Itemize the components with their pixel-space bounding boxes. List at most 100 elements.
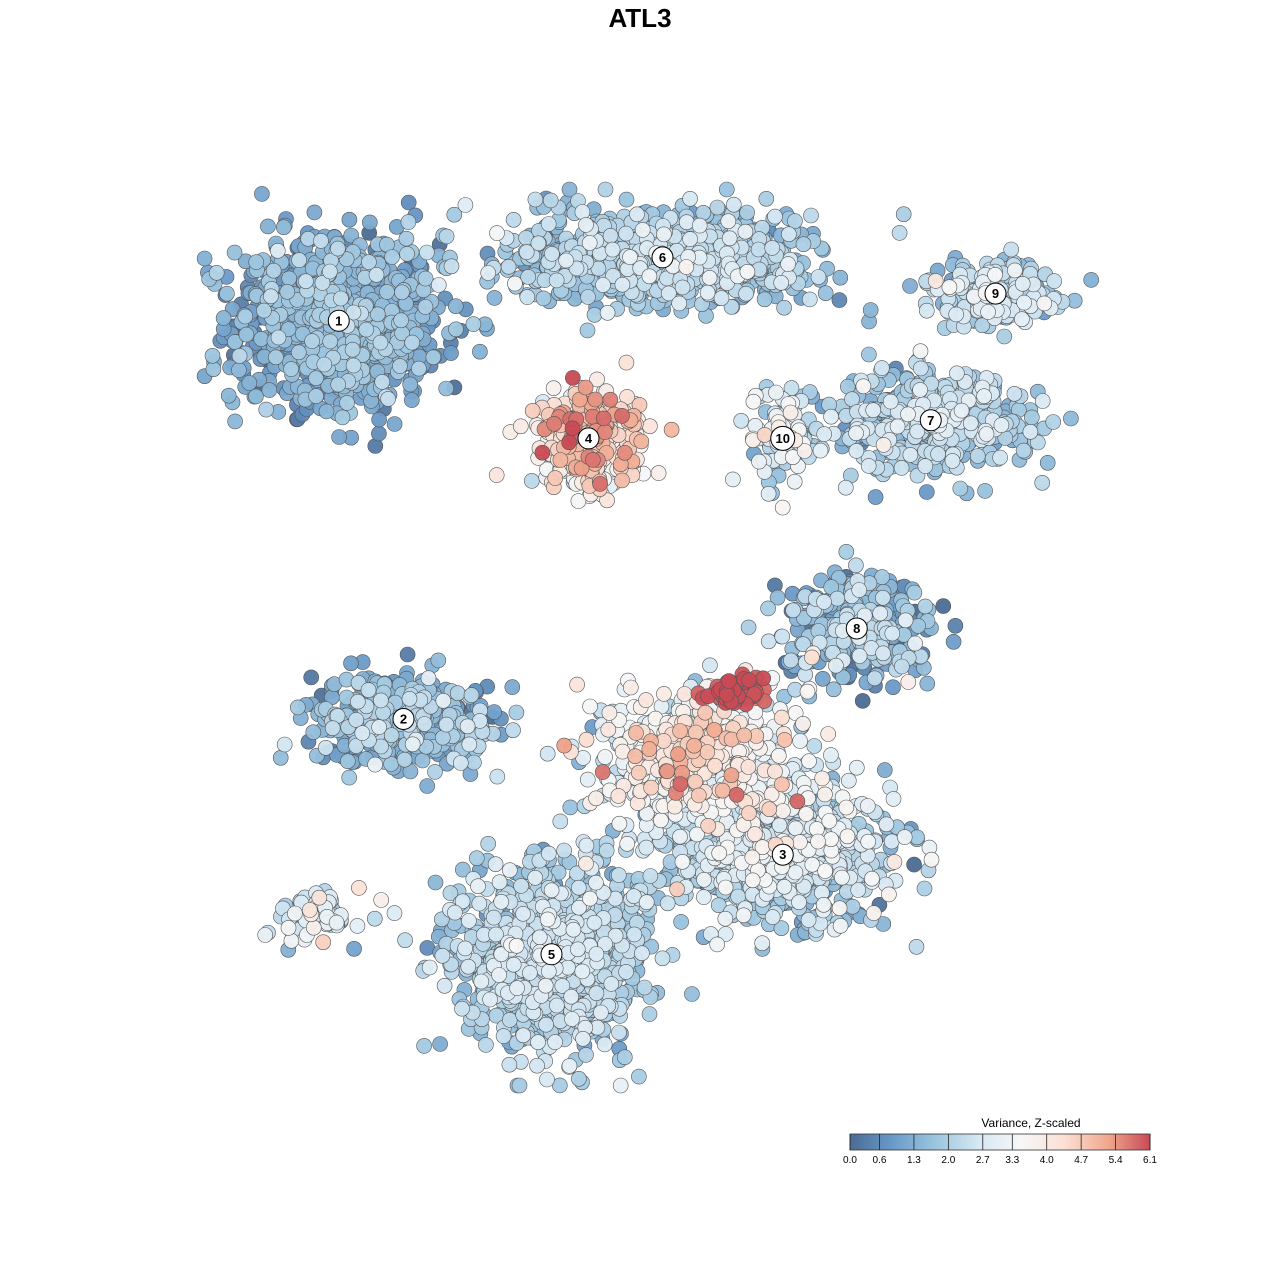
data-point [783,652,799,669]
data-point [579,322,596,339]
data-point [438,380,455,397]
data-point [318,403,335,420]
data-point [917,598,934,615]
data-point [396,751,413,768]
data-point [867,489,884,505]
data-point [829,590,846,607]
data-point [523,473,540,489]
data-point [838,543,855,560]
data-point [227,413,243,430]
data-point [261,382,278,398]
data-point [597,181,614,198]
data-point [366,910,383,927]
data-point [208,264,225,281]
data-point [1039,454,1056,471]
data-point [906,856,922,873]
data-point [1083,272,1099,288]
data-point [895,206,912,222]
data-point [219,285,235,302]
data-point [393,312,409,329]
data-point [414,752,431,769]
data-point [392,358,408,374]
data-point [374,374,391,390]
data-point [520,269,537,285]
data-point [578,1047,594,1063]
data-point [417,270,434,287]
data-point [427,874,444,891]
data-point [331,429,347,445]
data-point [447,298,464,315]
data-point [404,334,421,351]
data-point [468,850,485,867]
data-point [443,345,459,361]
data-point [758,191,775,207]
data-point [631,1068,647,1085]
data-point [825,681,842,698]
data-point [463,687,480,703]
data-point [346,940,362,957]
data-point [709,199,726,216]
data-point [466,754,482,771]
data-point [256,302,272,319]
data-point [333,290,349,307]
data-point [398,230,415,247]
data-point [848,557,864,574]
data-point [372,334,389,351]
data-point [785,602,801,619]
data-point [226,244,243,261]
data-point [308,388,324,404]
data-point [430,652,447,669]
data-point [334,409,351,426]
data-point [586,306,603,323]
data-point [344,341,361,358]
data-point [945,633,962,650]
data-point [358,321,375,338]
data-point [602,228,619,244]
data-point [265,262,282,279]
data-point [776,299,792,316]
data-point [303,669,320,686]
data-point [969,448,986,464]
data-point [885,679,901,696]
data-point [977,483,993,499]
data-point [248,254,265,270]
data-point [348,712,365,728]
data-point [300,231,316,247]
data-point [684,986,700,1002]
data-point [231,362,247,378]
data-point [316,356,333,373]
data-point [501,1012,518,1028]
data-point [861,346,877,363]
data-point [1024,409,1040,426]
data-point [486,290,503,306]
data-point [598,842,615,859]
data-point [814,670,831,687]
data-point [918,484,935,500]
data-point [449,685,466,702]
data-point [220,387,237,404]
data-point [394,284,410,301]
data-point [324,720,341,737]
data-point [795,236,812,252]
data-point [419,244,435,261]
data-point [552,813,569,830]
data-point [832,269,849,286]
data-point [281,270,298,287]
data-point [908,938,925,955]
data-point [891,225,908,241]
data-point [361,254,377,270]
data-point [556,842,572,859]
data-point [580,289,596,305]
data-point [399,246,415,262]
data-point [1015,442,1032,459]
data-point [279,283,296,300]
data-point [616,1049,633,1065]
data-point [308,370,324,387]
data-point [361,214,378,231]
data-point [400,194,417,211]
data-point [270,329,287,346]
data-point [416,1038,432,1054]
data-point [305,724,322,741]
data-point [527,191,544,208]
